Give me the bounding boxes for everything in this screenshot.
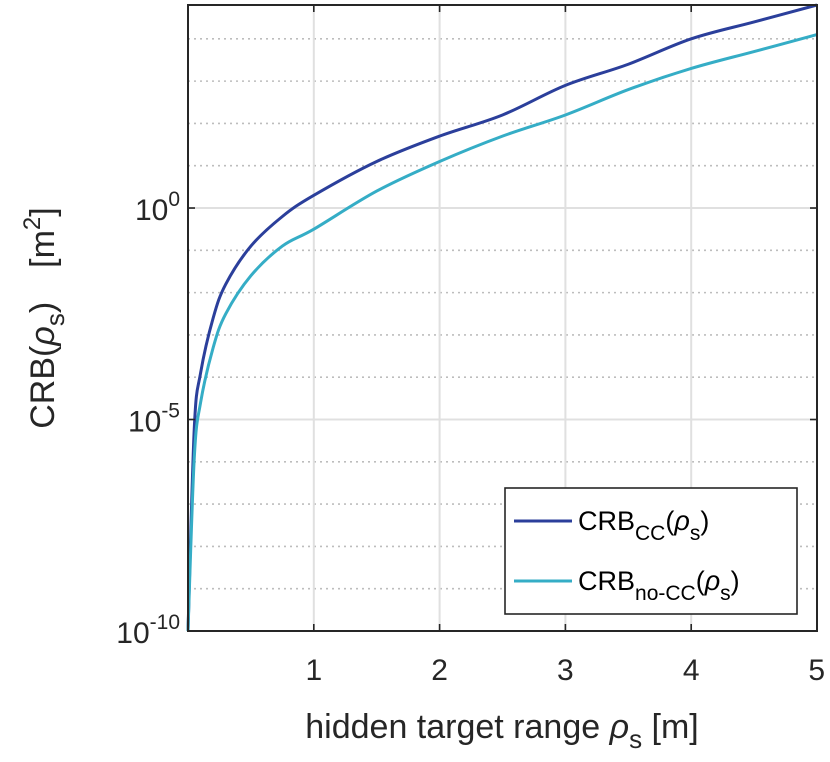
x-tick-label: 1 xyxy=(305,654,322,687)
y-tick-label: 10-10 xyxy=(116,611,180,650)
series-line-cc xyxy=(186,3,818,632)
series-lines xyxy=(186,3,818,632)
x-tick-label: 4 xyxy=(683,654,700,687)
y-tick-label: 100 xyxy=(135,188,180,227)
y-tick-label: 10-5 xyxy=(128,400,180,439)
y-axis-label-unit-open: [m xyxy=(24,230,62,268)
x-axis-label: hidden target range ρs [m] xyxy=(305,708,699,754)
legend: CRBCC(ρs) CRBno-CC(ρs) xyxy=(504,487,798,615)
x-axis-label-symbol: ρ xyxy=(609,708,629,746)
y-axis-label: CRB(ρs)[m2] xyxy=(19,207,70,429)
y-axis-label-symbol: ρ xyxy=(24,326,62,346)
plot-frame xyxy=(187,4,818,632)
y-axis-label-subscript: s xyxy=(40,313,70,326)
x-axis-label-subscript: s xyxy=(629,724,642,754)
x-tick-label: 5 xyxy=(808,654,825,687)
x-tick-label: 3 xyxy=(557,654,574,687)
x-axis-label-unit: [m] xyxy=(642,708,699,746)
y-axis-label-close: ) xyxy=(24,302,62,313)
y-axis-label-unit-sup: 2 xyxy=(19,217,46,230)
legend-label-cc: CRBCC(ρs) xyxy=(578,506,709,545)
x-tick-label: 2 xyxy=(431,654,448,687)
y-axis-label-unit-close: ] xyxy=(24,207,62,216)
series-line-no-cc xyxy=(186,33,818,632)
axis-ticks: 1 2 3 4 5 10-10 10-5 100 xyxy=(116,5,825,687)
legend-box xyxy=(504,487,798,615)
legend-label-no-cc: CRBno-CC(ρs) xyxy=(578,566,740,605)
